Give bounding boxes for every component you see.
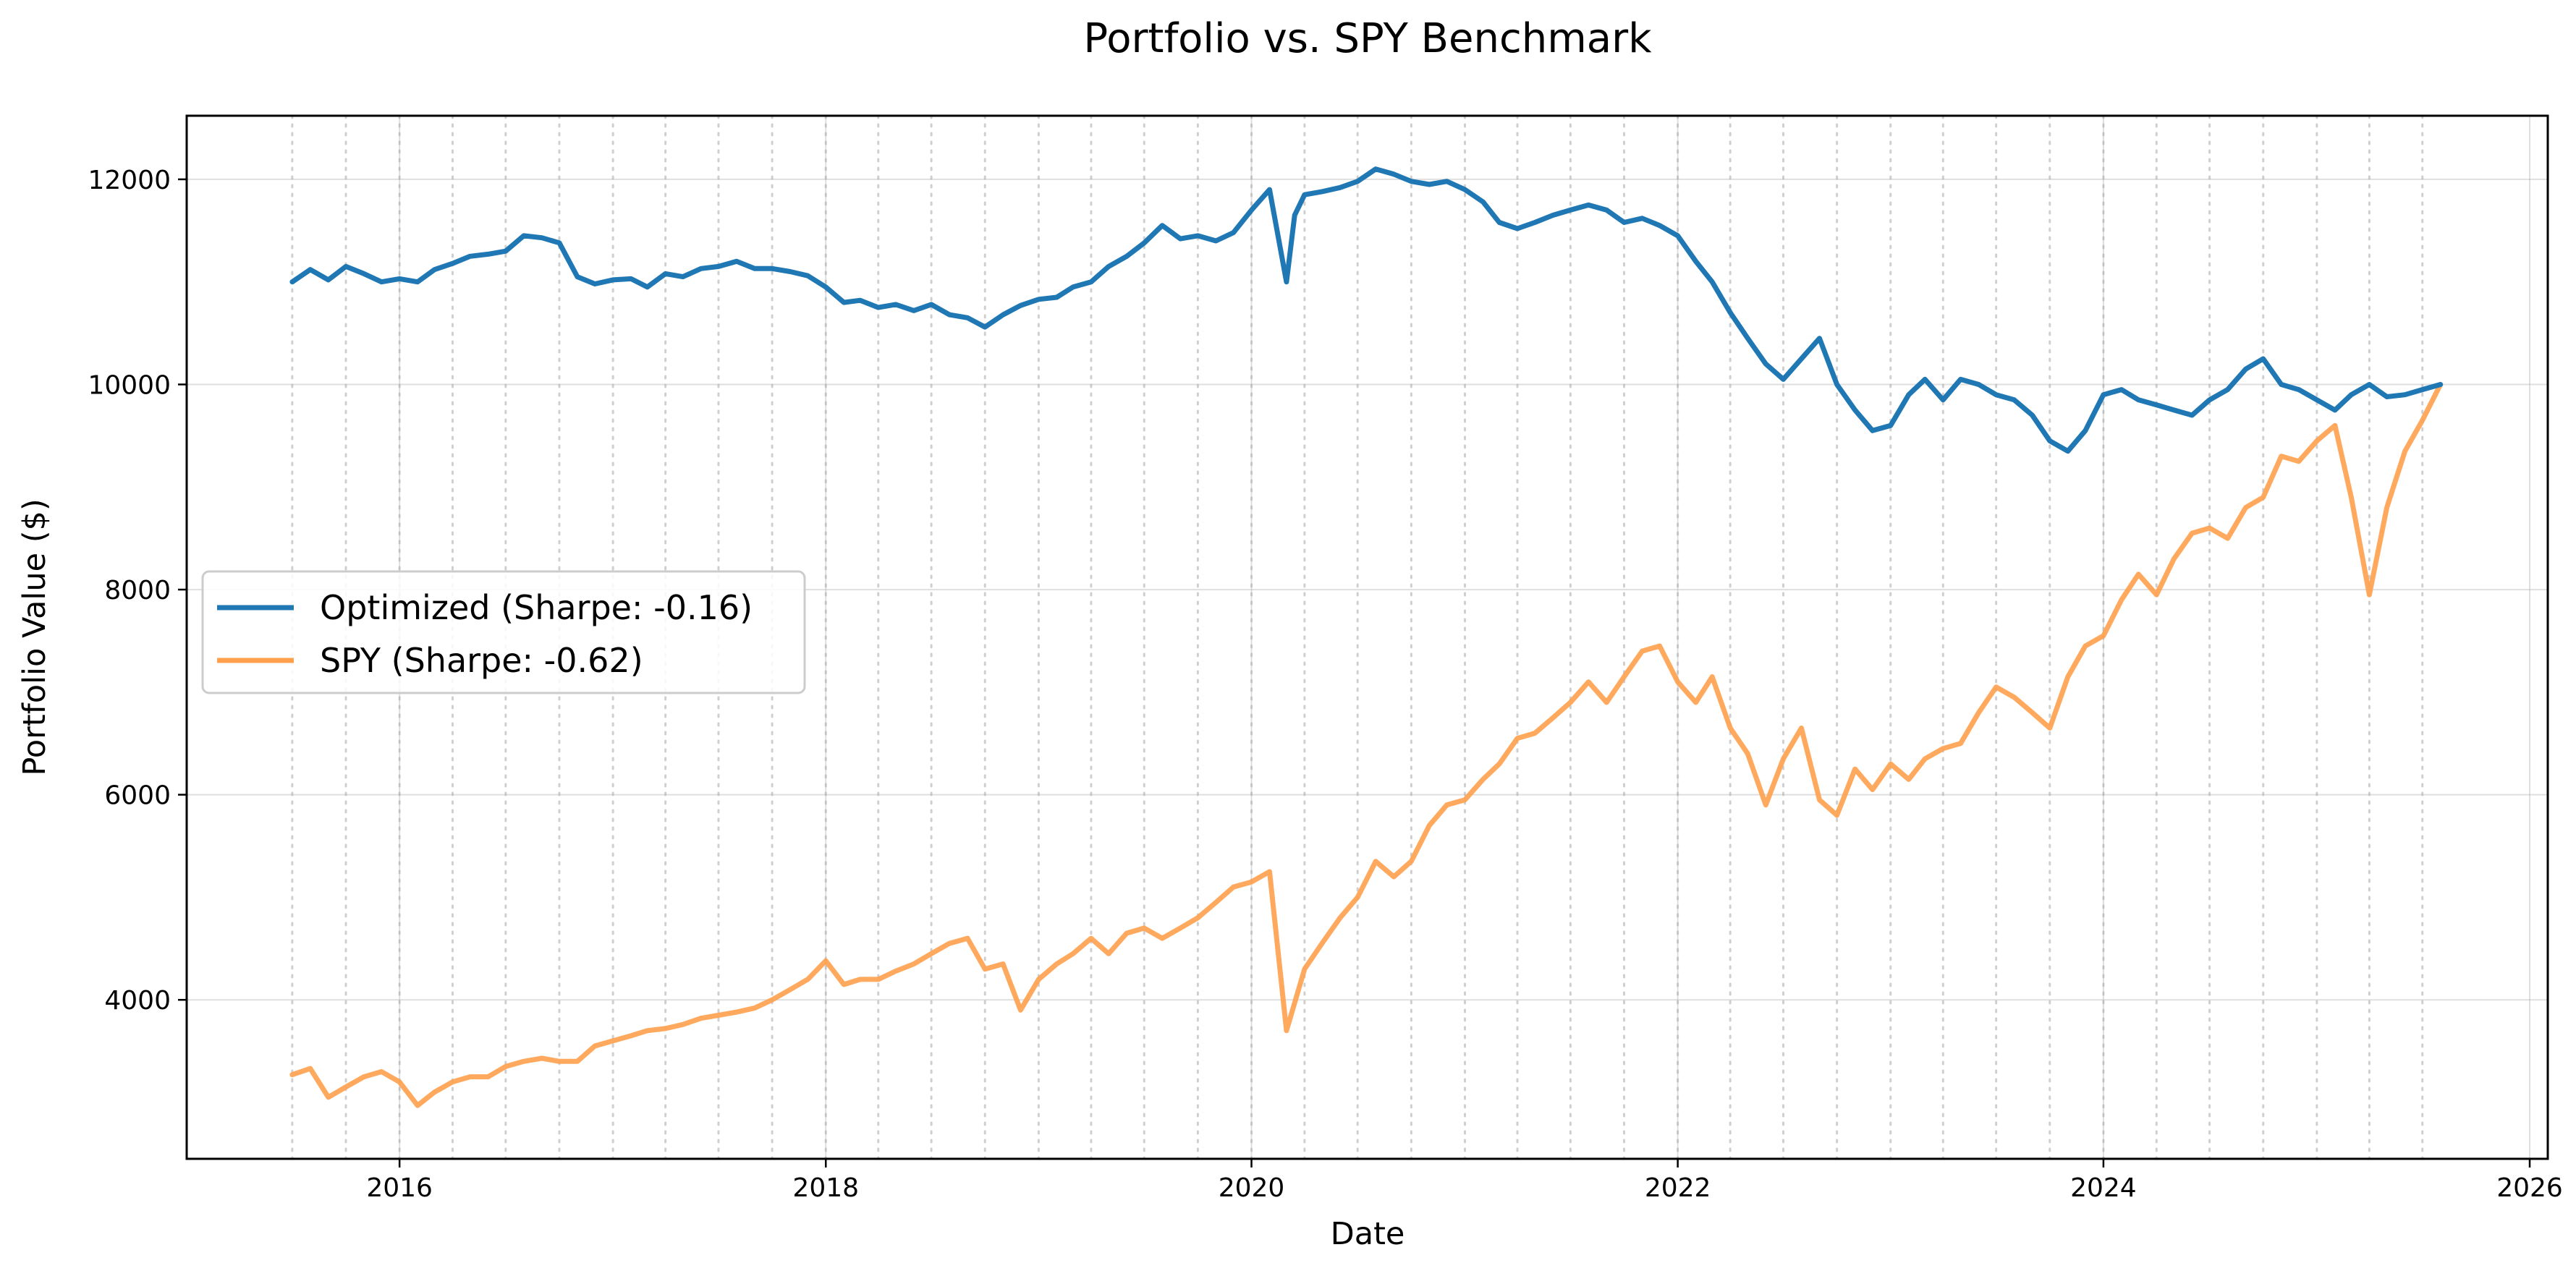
x-tick-label: 2026 bbox=[2496, 1173, 2563, 1203]
series-line-optimized bbox=[289, 166, 2444, 454]
legend-label-spy: SPY (Sharpe: -0.62) bbox=[320, 641, 643, 680]
x-tick-label: 2020 bbox=[1219, 1173, 1285, 1203]
x-tick-label: 2018 bbox=[792, 1173, 859, 1203]
chart-title: Portfolio vs. SPY Benchmark bbox=[1083, 15, 1652, 62]
y-tick-label: 6000 bbox=[104, 781, 171, 811]
x-tick-label: 2024 bbox=[2070, 1173, 2137, 1203]
series-layer bbox=[289, 166, 2444, 1108]
legend-label-optimized: Optimized (Sharpe: -0.16) bbox=[320, 588, 753, 627]
y-tick-label: 10000 bbox=[88, 370, 171, 400]
legend-box bbox=[201, 570, 806, 694]
series-line-spy bbox=[289, 382, 2444, 1108]
y-axis: 4000 6000 8000 10000 12000 bbox=[88, 166, 187, 1016]
y-tick-label: 12000 bbox=[88, 166, 171, 195]
legend: Optimized (Sharpe: -0.16) SPY (Sharpe: -… bbox=[201, 570, 806, 694]
y-tick-label: 8000 bbox=[104, 576, 171, 605]
y-axis-label: Portfolio Value ($) bbox=[17, 498, 53, 775]
x-axis: 2016 2018 2020 2022 2024 2026 bbox=[366, 1159, 2563, 1203]
plot-area-frame bbox=[185, 114, 2549, 1160]
y-tick-label: 4000 bbox=[104, 986, 171, 1016]
x-tick-label: 2022 bbox=[1645, 1173, 1711, 1203]
x-tick-label: 2016 bbox=[366, 1173, 433, 1203]
x-axis-label: Date bbox=[1331, 1216, 1405, 1252]
